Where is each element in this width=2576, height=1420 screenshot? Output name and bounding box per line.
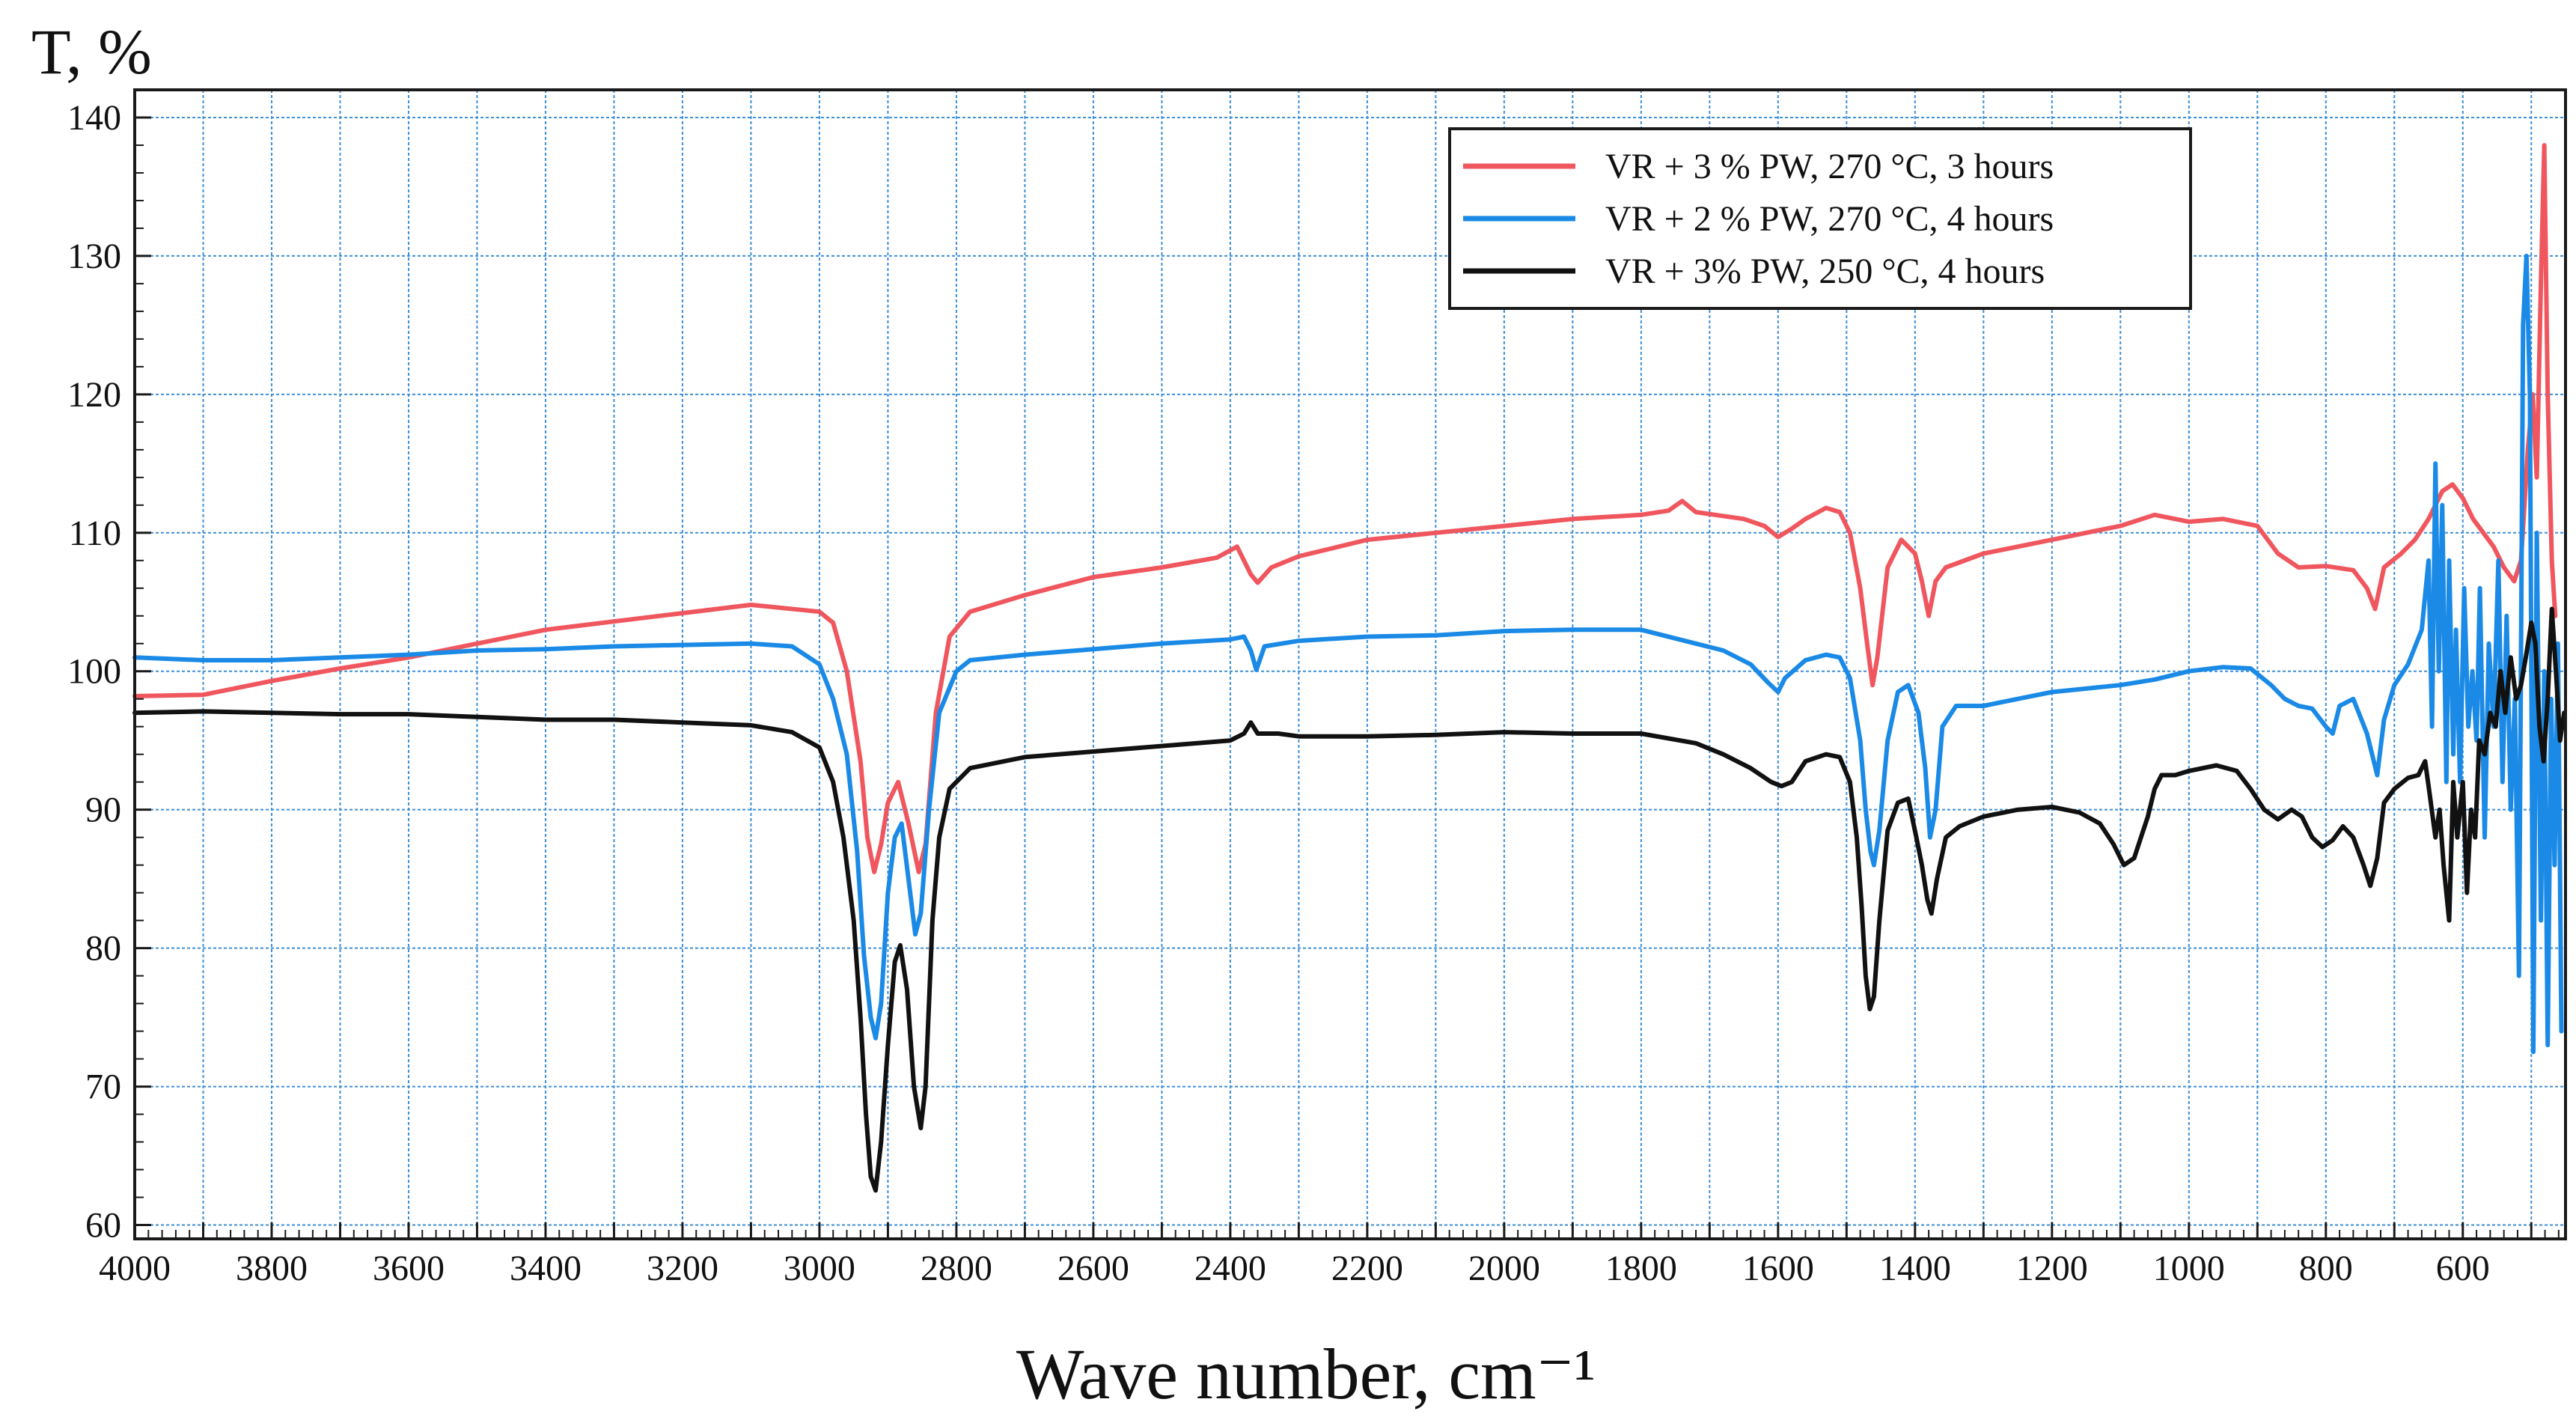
x-tick-label: 600 [2436,1249,2490,1288]
x-tick-label: 3400 [510,1249,582,1288]
y-axis-title: T, % [31,16,152,88]
x-tick-label: 2800 [921,1249,992,1288]
x-tick-label: 1600 [1742,1249,1814,1288]
axis-ticks [133,89,2560,1239]
x-tick-label: 3200 [647,1249,718,1288]
legend-label-3: VR + 3% PW, 250 °C, 4 hours [1605,252,2045,291]
legend: VR + 3 % PW, 270 °C, 3 hours VR + 2 % PW,… [1448,127,2192,310]
series-line-2 [132,253,2564,1055]
series-line-3 [132,606,2567,1193]
x-tick-label: 4000 [99,1249,171,1288]
x-tick-label: 3800 [236,1249,308,1288]
y-tick-label: 100 [67,652,121,692]
plot-frame [133,88,2567,1240]
x-tick-label: 2600 [1057,1249,1129,1288]
y-tick-label: 70 [85,1067,121,1107]
x-tick-label: 1200 [2016,1249,2088,1288]
x-tick-label: 1000 [2153,1249,2225,1288]
x-tick-label: 2200 [1331,1249,1403,1288]
y-tick-label: 60 [85,1206,121,1246]
series-line-1 [132,143,2558,874]
axis-tick-labels: 4000 3800 3600 3400 3200 3000 2800 2600 2400 2200… [67,98,2490,1288]
x-tick-label: 3600 [373,1249,445,1288]
x-tick-label: 3000 [784,1249,855,1288]
x-tick-label: 2000 [1468,1249,1540,1288]
series-group [132,143,2567,1193]
x-tick-label: 1800 [1605,1249,1677,1288]
y-tick-label: 120 [67,375,121,415]
y-tick-label: 90 [85,790,121,830]
x-tick-label: 800 [2299,1249,2353,1288]
x-tick-label: 1400 [1879,1249,1951,1288]
legend-label-1: VR + 3 % PW, 270 °C, 3 hours [1605,147,2054,186]
y-tick-label: 80 [85,929,121,969]
x-axis-title: Wave number, cm⁻¹ [1016,1334,1596,1414]
legend-label-2: VR + 2 % PW, 270 °C, 4 hours [1605,199,2054,239]
y-tick-label: 140 [67,98,121,138]
y-tick-label: 110 [69,514,121,553]
y-tick-label: 130 [67,237,121,276]
x-tick-label: 2400 [1194,1249,1266,1288]
